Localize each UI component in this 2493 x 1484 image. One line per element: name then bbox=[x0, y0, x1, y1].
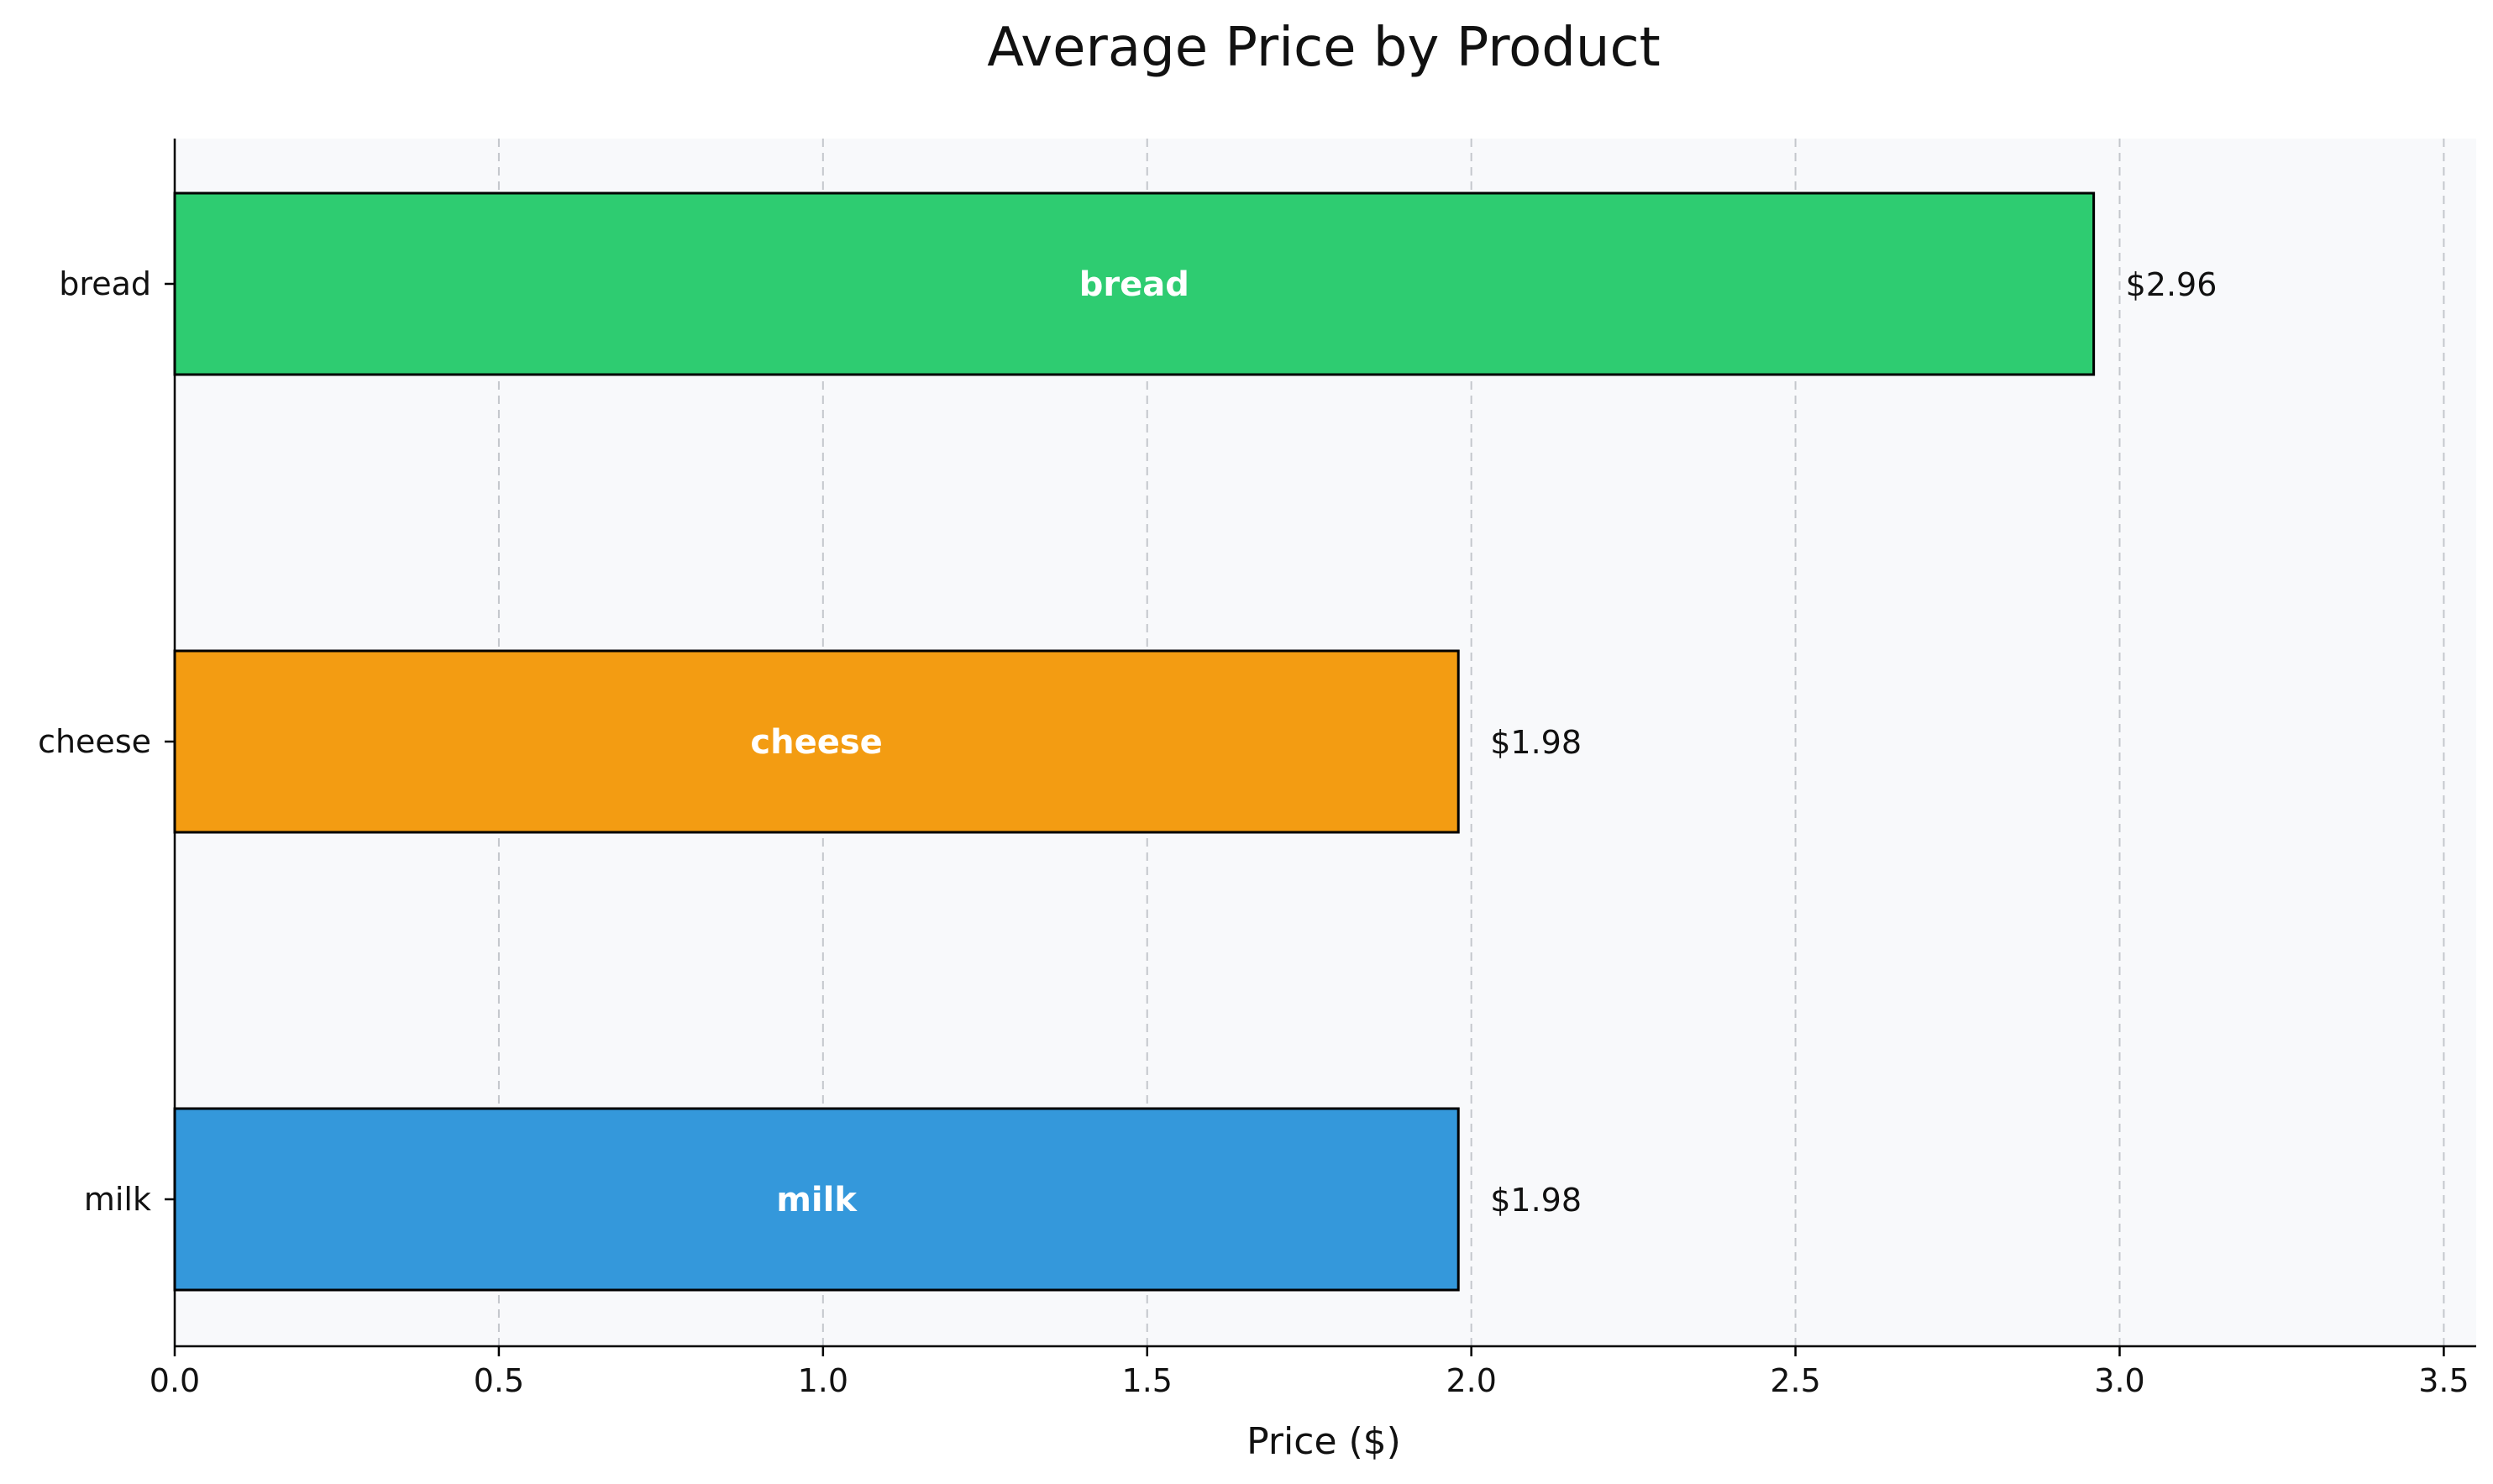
bar-label-cheese: cheese bbox=[750, 723, 882, 762]
y-ticks: bread cheese milk bbox=[38, 265, 175, 1218]
bars: bread $2.96 cheese $1.98 milk $1.98 bbox=[173, 191, 2217, 1292]
bar-label-milk: milk bbox=[776, 1181, 858, 1219]
x-tick-label: 1.5 bbox=[1122, 1362, 1173, 1399]
y-tick-label-cheese: cheese bbox=[38, 723, 151, 760]
bar-milk bbox=[173, 1107, 1460, 1292]
bar-bread bbox=[173, 191, 2096, 376]
x-tick-label: 0.5 bbox=[474, 1362, 524, 1399]
bar-label-bread: bread bbox=[1079, 265, 1189, 304]
bar-cheese bbox=[173, 649, 1460, 834]
y-tick-label-milk: milk bbox=[84, 1181, 151, 1218]
x-ticks: 0.0 0.5 1.0 1.5 2.0 2.5 3.0 3.5 bbox=[150, 1346, 2469, 1399]
value-label-milk: $1.98 bbox=[1490, 1182, 1582, 1219]
x-tick-label: 3.0 bbox=[2094, 1362, 2144, 1399]
value-label-bread: $2.96 bbox=[2126, 266, 2217, 303]
x-tick-label: 1.0 bbox=[798, 1362, 848, 1399]
x-tick-label: 2.5 bbox=[1770, 1362, 1820, 1399]
x-tick-label: 3.5 bbox=[2418, 1362, 2469, 1399]
value-label-cheese: $1.98 bbox=[1490, 724, 1582, 761]
x-tick-label: 2.0 bbox=[1446, 1362, 1496, 1399]
chart-title: Average Price by Product bbox=[987, 17, 1660, 79]
x-tick-label: 0.0 bbox=[150, 1362, 200, 1399]
x-axis-label: Price ($) bbox=[1246, 1420, 1401, 1463]
y-tick-label-bread: bread bbox=[59, 265, 151, 302]
